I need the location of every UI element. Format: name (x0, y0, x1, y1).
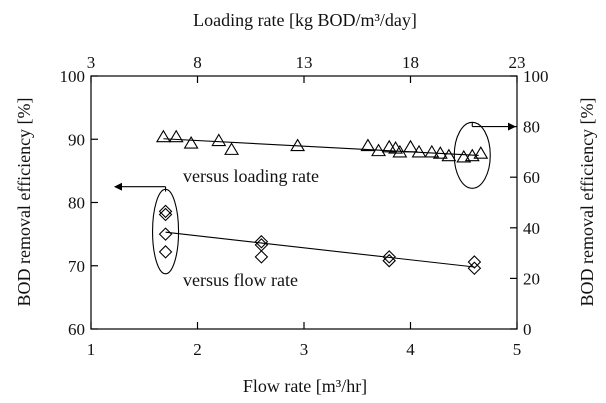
triangle-marker (424, 144, 440, 158)
triangle-marker (432, 146, 448, 159)
plot-frame (90, 75, 518, 330)
y-right-tick-label: 80 (523, 118, 540, 137)
triangle-marker (473, 146, 489, 159)
x-top-tick-label: 3 (87, 53, 96, 72)
diamond-marker (467, 261, 482, 276)
x-top-tick-label: 23 (509, 53, 526, 72)
y-right-tick-label: 0 (523, 320, 532, 339)
triangle-marker (290, 138, 306, 152)
x-bottom-tick-label: 4 (406, 340, 415, 359)
flow-series-ellipse (152, 188, 180, 275)
diamond-marker (158, 245, 173, 259)
triangle-trendline (163, 138, 479, 156)
x-top-tick-label: 18 (402, 53, 419, 72)
triangle-marker (403, 139, 418, 153)
callouts (114, 121, 516, 275)
tick-marks (90, 75, 518, 330)
triangle-marker (411, 144, 427, 158)
annotation-flow: versus flow rate (183, 270, 298, 290)
diamond-marker (382, 253, 396, 268)
x-bottom-tick-label: 3 (300, 340, 309, 359)
top-axis-title: Loading rate [kg BOD/m³/day] (193, 10, 417, 30)
diamond-marker (382, 250, 396, 264)
bottom-axis-title: Flow rate [m³/hr] (243, 376, 367, 396)
diamond-trendline (165, 231, 475, 268)
x-top-tick-label: 13 (296, 53, 313, 72)
x-bottom-tick-label: 1 (87, 340, 96, 359)
left-axis-title: BOD removal efficiency [%] (14, 97, 34, 306)
y-right-tick-label: 100 (523, 67, 549, 86)
triangle-marker (456, 149, 472, 163)
triangle-marker (360, 138, 376, 152)
triangle-marker (183, 135, 199, 149)
triangle-marker (392, 144, 408, 158)
y-left-tick-label: 70 (68, 257, 85, 276)
annotation-loading: versus loading rate (183, 166, 319, 186)
diamond-marker (467, 255, 482, 269)
y-left-tick-label: 60 (68, 320, 85, 339)
x-bottom-tick-label: 2 (193, 340, 202, 359)
trendlines (163, 138, 479, 268)
y-left-tick-label: 80 (68, 194, 85, 213)
triangle-marker (155, 129, 171, 143)
diamond-marker (158, 207, 173, 222)
y-left-tick-label: 100 (60, 67, 86, 86)
right-axis-title: BOD removal efficiency [%] (577, 97, 597, 306)
x-top-tick-label: 8 (193, 53, 202, 72)
triangle-marker (441, 148, 457, 162)
y-left-tick-label: 90 (68, 130, 85, 149)
markers (155, 129, 489, 276)
y-right-tick-label: 40 (523, 219, 540, 238)
triangle-marker (224, 142, 240, 155)
triangle-marker (168, 129, 184, 143)
y-right-tick-label: 20 (523, 269, 540, 288)
diamond-marker (158, 227, 173, 241)
triangle-marker (371, 143, 387, 157)
diamond-marker (254, 250, 269, 264)
triangle-marker (211, 133, 227, 147)
x-bottom-tick-label: 5 (513, 340, 522, 359)
diamond-marker (254, 234, 269, 249)
y-right-tick-label: 60 (523, 168, 540, 187)
diamond-marker (158, 204, 173, 219)
